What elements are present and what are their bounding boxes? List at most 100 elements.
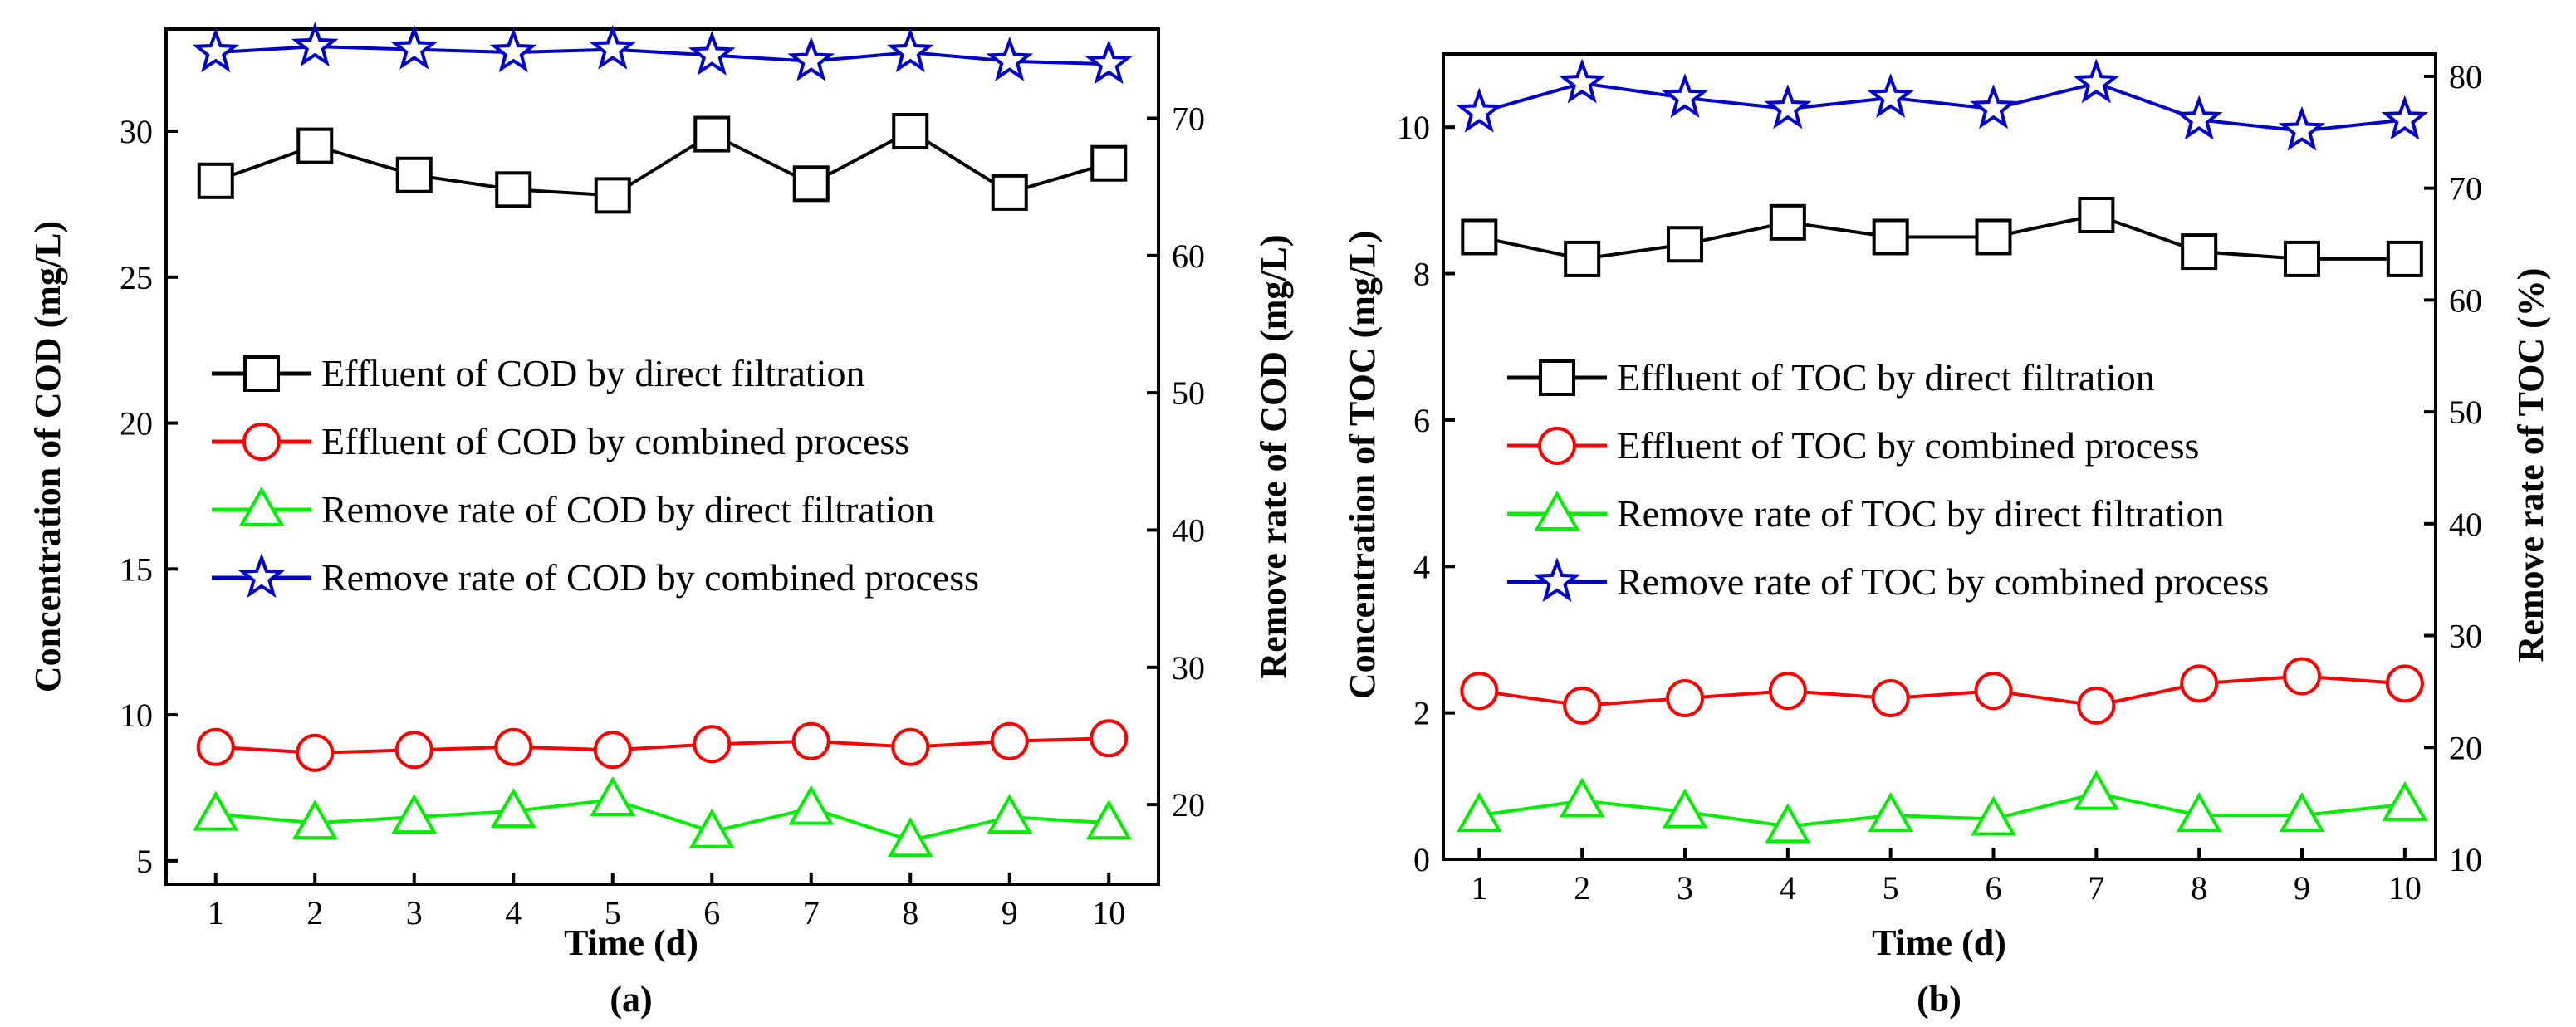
data-point [693,115,731,153]
data-point-bg [2285,242,2319,276]
data-point-bg [396,732,432,768]
data-point-bg [1668,681,1703,716]
data-point [1455,87,1503,133]
series-triangle [193,776,1132,858]
data-point [196,727,235,766]
legend-marker [1533,557,1581,603]
series-layer [192,22,1133,858]
data-point-bg [794,167,828,201]
data-point [1661,73,1709,118]
data-point-bg [2179,795,2220,831]
data-point-bg [1089,803,1129,839]
panel-b: 1 2 3 4 5 6 7 8 9 10 0 2 4 6 8 10 10 20 30 40 50 60 70 80 Time … [1342,52,2551,1020]
data-point [1090,719,1129,758]
y-left-tick-label: 5 [136,843,153,880]
y-axis-left-title: Concentration of TOC (mg/L) [1342,231,1383,699]
data-point [197,162,234,199]
data-point-bg [1976,220,2010,254]
y-left-tick-label: 4 [1413,548,1430,585]
legend-marker [238,486,285,526]
data-point-bg [1462,673,1497,709]
data-point-bg [1562,780,1603,816]
data-point [787,36,835,81]
data-point [1558,58,1606,104]
data-point-bg [595,732,630,768]
y-left-tick-label: 10 [120,697,153,734]
data-point [2381,95,2429,140]
data-point [1975,218,2012,256]
x-tick-label: 10 [1092,894,1125,932]
y-right-tick-label: 10 [2449,841,2482,878]
data-point [2382,780,2428,821]
data-point-bg [2387,242,2422,276]
data-point [193,790,239,831]
y-left-tick-label: 15 [120,550,153,588]
data-point-bg [1565,687,1600,723]
data-point-bg [296,27,335,63]
data-point [792,165,830,203]
legend-marker [238,553,286,599]
data-point [1871,679,1910,717]
data-point [593,731,632,770]
data-point [590,776,636,817]
data-point [987,794,1033,834]
x-tick-label: 3 [1677,869,1693,907]
data-point-bg [295,803,335,839]
data-point-bg [595,179,629,213]
y-right-tick-label: 80 [2449,58,2482,95]
x-tick-label: 6 [1986,869,2002,907]
ticks-layer: 1 2 3 4 5 6 7 8 9 10 5 10 15 20 25 30 20 30 40 50 60 70 [120,100,1205,932]
data-point [1090,144,1128,182]
x-axis-title: Time (d) [564,922,698,963]
data-point [1974,672,2013,711]
data-point-bg [1459,795,1500,831]
data-point-bg [1665,791,1706,827]
data-point [886,27,934,73]
data-point-bg [2387,666,2422,702]
data-point [1867,73,1914,118]
legend-marker-bg [1540,361,1574,394]
x-tick-label: 2 [306,894,323,932]
plot-frame [164,27,1160,886]
legend: Effluent of TOC by direct filtration Effl… [1507,356,2269,603]
data-point [489,27,537,73]
plot-frame [1442,52,2437,861]
data-point [291,800,338,840]
legend-marker-bg [242,558,281,594]
data-point-bg [992,723,1027,759]
x-tick-label: 3 [406,894,423,932]
data-point [291,22,339,67]
x-tick-label: 7 [2088,869,2104,907]
data-point-bg [298,129,332,163]
data-point-bg [1668,227,1702,262]
legend-marker-bg [1540,428,1574,463]
data-point-bg [891,32,930,69]
data-point-bg [497,173,531,207]
data-point-bg [2180,100,2218,136]
data-point-bg [793,723,829,759]
y-left-tick-label: 2 [1413,695,1430,732]
series-square [197,113,1128,214]
data-point [1764,84,1812,130]
y-axis-right-title: Remove rate of COD (mg/L) [1253,234,1294,678]
data-point [494,727,533,766]
data-point [791,721,830,760]
legend-marker-bg [242,490,282,525]
data-point-bg [494,32,533,69]
legend-entry: Remove rate of COD by direct filtration [212,486,934,531]
legend-label: Remove rate of TOC by combined process [1617,560,2269,603]
series-line [215,798,1109,843]
data-point-bg [1770,673,1805,709]
x-tick-label: 8 [902,894,918,932]
data-point-bg [2285,658,2320,694]
x-tick-label: 5 [1883,869,1899,907]
series-square [1461,197,2423,277]
data-point-bg [394,29,433,66]
x-tick-label: 1 [1471,869,1487,907]
data-point [688,808,735,848]
data-point-bg [1873,220,1908,254]
y-right-tick-label: 40 [1172,511,1205,549]
series-triangle [1456,770,2428,844]
data-point-bg [1871,77,1910,115]
